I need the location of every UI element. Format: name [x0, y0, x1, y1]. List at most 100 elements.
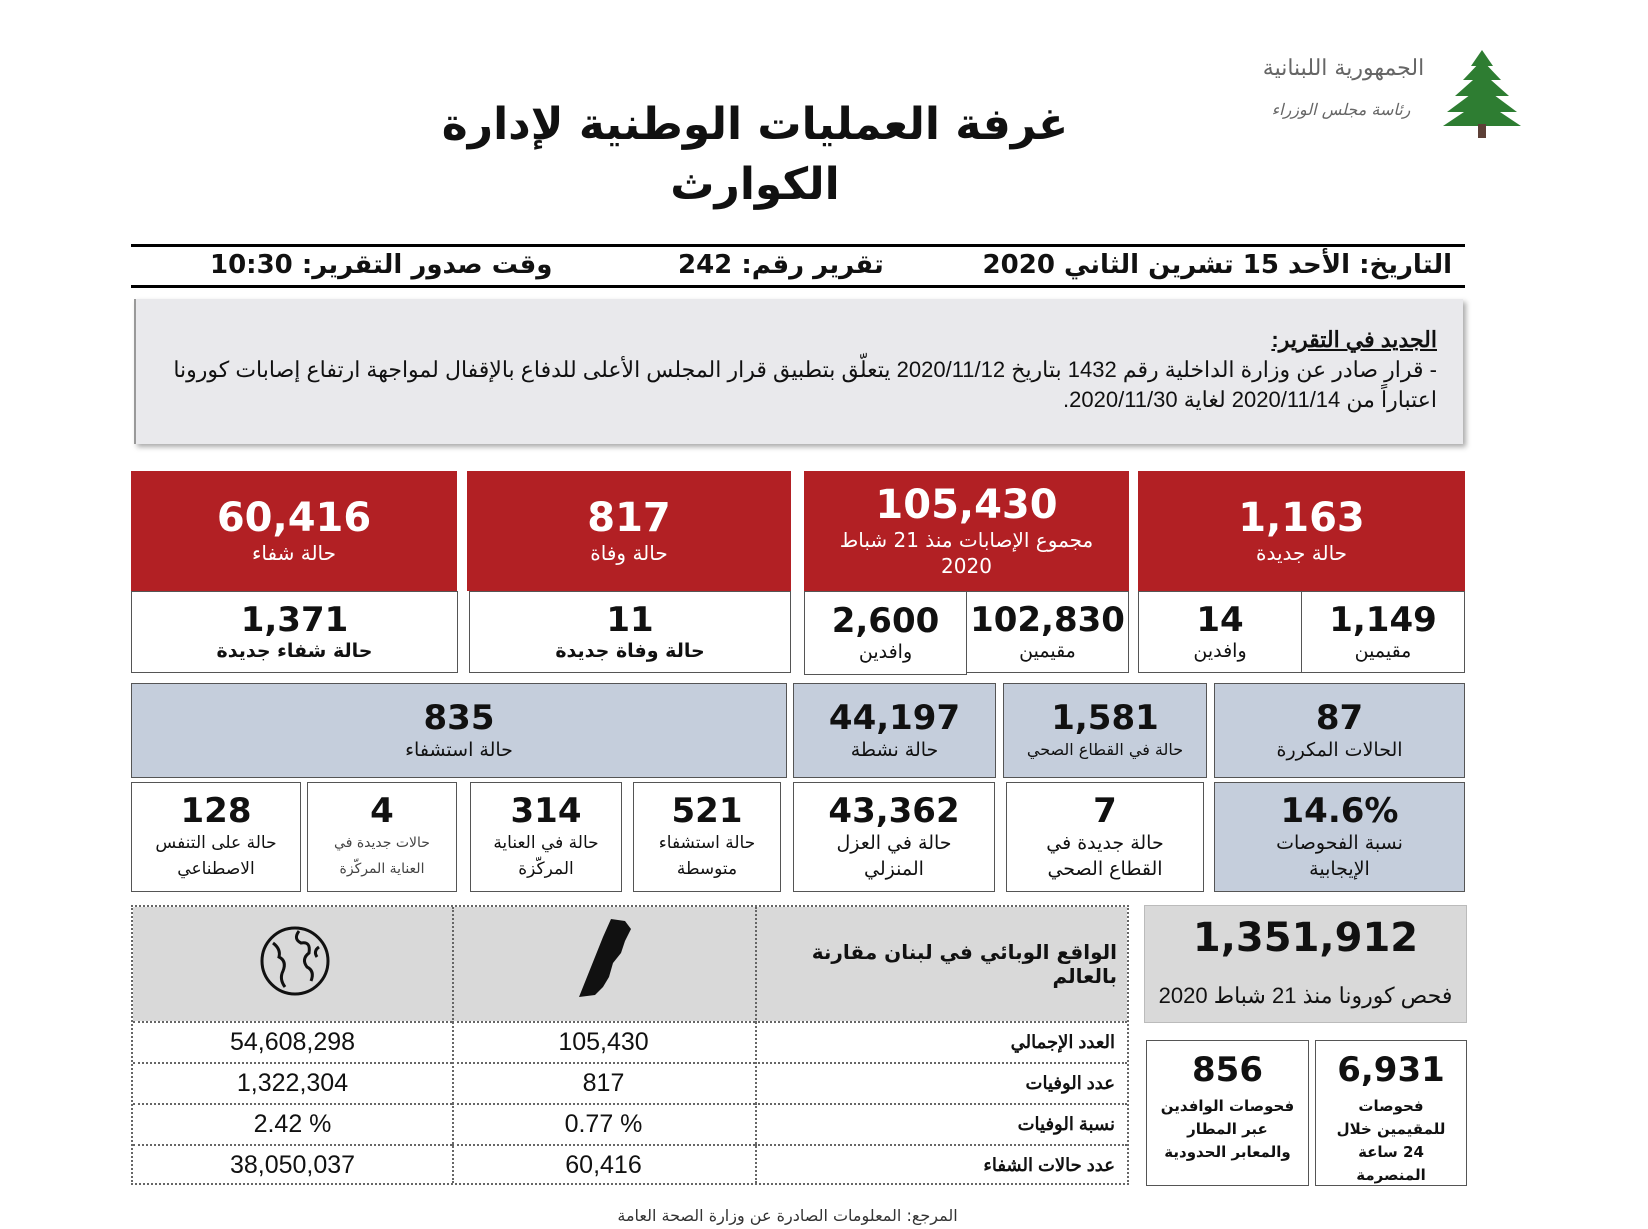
value: 1,163 — [1238, 495, 1365, 541]
comparison-cell-world: 1,322,304 — [133, 1062, 452, 1103]
label: حالة جديدة — [1255, 541, 1348, 565]
value: 314 — [510, 791, 582, 831]
label: حالة شفاء جديدة — [216, 640, 373, 662]
label: وافدين — [858, 641, 913, 663]
comparison-cell-world: 2.42 % — [133, 1103, 452, 1144]
label: مقيمين — [1354, 640, 1412, 662]
active-cases-card: 44,197 حالة نشطة — [793, 683, 996, 778]
comparison-cell-lebanon: 817 — [452, 1062, 755, 1103]
comparison-cell-label: عدد الوفيات — [755, 1062, 1127, 1103]
value: 1,371 — [240, 600, 349, 640]
value: 2,600 — [831, 601, 940, 641]
label: حالة استشفاء متوسطة — [658, 833, 756, 879]
value: 87 — [1315, 697, 1364, 738]
comparison-cell-lebanon: 60,416 — [452, 1144, 755, 1185]
hospitalized-card: 835 حالة استشفاء — [131, 683, 787, 778]
comparison-cell-label: عدد حالات الشفاء — [755, 1144, 1127, 1185]
comparison-cell-world: 38,050,037 — [133, 1144, 452, 1185]
label: مقيمين — [1019, 640, 1076, 662]
page-title-line2: الكوارث — [670, 159, 840, 210]
value: 835 — [423, 697, 495, 738]
value: 817 — [587, 495, 671, 541]
divider — [131, 244, 1465, 247]
label: حالة جديدة في القطاع الصحي — [1046, 832, 1164, 880]
moderate-hospitalized-card: 521 حالة استشفاء متوسطة — [633, 782, 781, 892]
label: حالة على التنفس الاصطناعي — [155, 833, 277, 879]
label: حالة استشفاء — [405, 738, 513, 761]
report-date: التاريخ: الأحد 15 تشرين الثاني 2020 — [982, 250, 1452, 280]
value: 6,931 — [1337, 1050, 1445, 1090]
logo-line1: الجمهورية اللبنانية — [1262, 56, 1425, 81]
value: 128 — [180, 791, 252, 831]
new-cases-card: 1,163 حالة جديدة — [1138, 471, 1465, 591]
news-box: الجديد في التقرير: - قرار صادر عن وزارة … — [134, 299, 1463, 444]
label: حالة وفاة — [590, 541, 668, 565]
label: فحوصات الوافدين عبر المطار والمعابر الحد… — [1160, 1097, 1295, 1161]
comparison-cell-label: العدد الإجمالي — [755, 1021, 1127, 1062]
icu-card: 314 حالة في العناية المركّزة — [470, 782, 622, 892]
lebanon-map-icon — [579, 919, 631, 997]
new-residents-card: 1,149 مقيمين — [1301, 591, 1465, 673]
repeated-cases-card: 87 الحالات المكررة — [1214, 683, 1465, 778]
label: حالة وفاة جديدة — [555, 640, 705, 662]
label: حالة شفاء — [252, 541, 337, 565]
label: فحوصات للمقيمين خلال 24 ساعة المنصرمة — [1336, 1097, 1446, 1184]
value: 1,581 — [1051, 697, 1159, 738]
label: حالة نشطة — [850, 738, 939, 761]
value: 14 — [1196, 600, 1244, 640]
news-heading: الجديد في التقرير: — [1271, 327, 1437, 352]
source-footer: المرجع: المعلومات الصادرة عن وزارة الصحة… — [617, 1206, 958, 1225]
total-cases-card: 105,430 مجموع الإصابات منذ 21 شباط 2020 — [804, 471, 1129, 591]
value: 14.6% — [1280, 791, 1399, 831]
value: 43,362 — [828, 791, 960, 831]
recoveries-card: 60,416 حالة شفاء — [131, 471, 457, 591]
deaths-card: 817 حالة وفاة — [467, 471, 791, 591]
comparison-cell-world: 54,608,298 — [133, 1021, 452, 1062]
new-recoveries-card: 1,371 حالة شفاء جديدة — [131, 591, 458, 673]
home-isolation-card: 43,362 حالة في العزل المنزلي — [793, 782, 995, 892]
new-icu-card: 4 حالات جديدة في العناية المركّزة — [307, 782, 457, 892]
value: 44,197 — [828, 697, 961, 738]
positivity-rate-card: 14.6% نسبة الفحوصات الإيجابية — [1214, 782, 1465, 892]
value: 102,830 — [970, 600, 1125, 640]
report-time: وقت صدور التقرير: 10:30 — [210, 250, 553, 280]
page-title-line1: غرفة العمليات الوطنية لإدارة — [441, 99, 1069, 150]
cedar-icon — [1443, 50, 1521, 138]
value: 521 — [671, 791, 743, 831]
logo: الجمهورية اللبنانية رئاسة مجلس الوزراء — [1251, 48, 1531, 140]
divider — [131, 285, 1465, 288]
ventilator-card: 128 حالة على التنفس الاصطناعي — [131, 782, 301, 892]
total-tests-card: 1,351,912 فحص كورونا منذ 21 شباط 2020 — [1144, 905, 1467, 1023]
comparison-table: الواقع الوبائي في لبنان مقارنة بالعالم ا… — [131, 905, 1129, 1185]
new-health-sector-card: 7 حالة جديدة في القطاع الصحي — [1006, 782, 1204, 892]
report-number: تقرير رقم: 242 — [678, 250, 884, 280]
new-arrivals-card: 14 وافدين — [1138, 591, 1302, 673]
label: مجموع الإصابات منذ 21 شباط 2020 — [839, 528, 1094, 578]
logo-line2: رئاسة مجلس الوزراء — [1271, 100, 1411, 119]
label: الحالات المكررة — [1276, 738, 1403, 761]
resident-tests-card: 6,931 فحوصات للمقيمين خلال 24 ساعة المنصر… — [1315, 1040, 1467, 1186]
health-sector-cases-card: 1,581 حالة في القطاع الصحي — [1003, 683, 1207, 778]
comparison-cell-label: نسبة الوفيات — [755, 1103, 1127, 1144]
comparison-title: الواقع الوبائي في لبنان مقارنة بالعالم — [811, 940, 1117, 988]
label: وافدين — [1193, 640, 1247, 662]
arrival-tests-card: 856 فحوصات الوافدين عبر المطار والمعابر ا… — [1146, 1040, 1309, 1186]
globe-icon — [260, 926, 330, 996]
label: نسبة الفحوصات الإيجابية — [1276, 832, 1403, 880]
total-residents-card: 102,830 مقيمين — [966, 591, 1129, 673]
comparison-cell-lebanon: 105,430 — [452, 1021, 755, 1062]
label: حالة في العزل المنزلي — [836, 832, 952, 880]
value: 60,416 — [216, 495, 372, 541]
comparison-cell-lebanon: 0.77 % — [452, 1103, 755, 1144]
value: 1,149 — [1329, 600, 1437, 640]
value: 4 — [370, 791, 394, 831]
value: 105,430 — [875, 482, 1058, 528]
value: 856 — [1192, 1050, 1263, 1090]
label: حالات جديدة في العناية المركّزة — [334, 835, 430, 877]
new-deaths-card: 11 حالة وفاة جديدة — [469, 591, 791, 673]
total-arrivals-card: 2,600 وافدين — [804, 591, 967, 675]
value: 11 — [606, 600, 654, 640]
label: حالة في العناية المركّزة — [493, 833, 599, 879]
label: فحص كورونا منذ 21 شباط 2020 — [1158, 983, 1453, 1008]
news-body: - قرار صادر عن وزارة الداخلية رقم 1432 ب… — [173, 357, 1437, 412]
